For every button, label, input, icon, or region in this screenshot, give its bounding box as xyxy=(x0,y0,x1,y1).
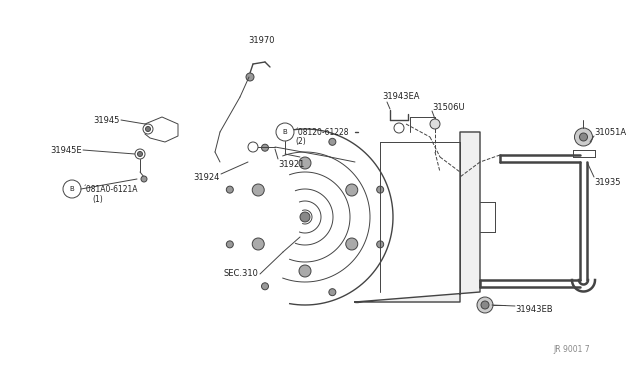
Text: 31506U: 31506U xyxy=(432,103,465,112)
Circle shape xyxy=(135,149,145,159)
Text: 31943EB: 31943EB xyxy=(515,305,552,314)
Text: ´081A0-6121A: ´081A0-6121A xyxy=(83,185,138,193)
Circle shape xyxy=(145,126,150,131)
Circle shape xyxy=(227,186,234,193)
Circle shape xyxy=(329,289,336,296)
Circle shape xyxy=(300,212,310,222)
Text: 31924: 31924 xyxy=(194,173,220,182)
Circle shape xyxy=(377,241,383,248)
Circle shape xyxy=(299,265,311,277)
Circle shape xyxy=(227,241,234,248)
Circle shape xyxy=(346,238,358,250)
Circle shape xyxy=(138,151,143,157)
Polygon shape xyxy=(355,132,480,302)
Circle shape xyxy=(329,138,336,145)
Text: JR 9001 7: JR 9001 7 xyxy=(554,346,590,355)
Text: 31943EA: 31943EA xyxy=(382,92,419,100)
Circle shape xyxy=(477,297,493,313)
Text: 31051A: 31051A xyxy=(594,128,626,137)
Circle shape xyxy=(246,73,254,81)
Text: B: B xyxy=(283,129,287,135)
Circle shape xyxy=(346,184,358,196)
Circle shape xyxy=(430,119,440,129)
Circle shape xyxy=(63,180,81,198)
Circle shape xyxy=(276,123,294,141)
Text: (1): (1) xyxy=(92,195,103,203)
Text: 31935: 31935 xyxy=(594,177,621,186)
Text: 31921: 31921 xyxy=(278,160,305,169)
Circle shape xyxy=(252,184,264,196)
Text: 31970: 31970 xyxy=(249,35,275,45)
Circle shape xyxy=(252,238,264,250)
Text: 31945E: 31945E xyxy=(51,145,82,154)
Circle shape xyxy=(394,123,404,133)
Circle shape xyxy=(579,133,588,141)
Text: (2): (2) xyxy=(295,137,306,145)
Circle shape xyxy=(262,144,269,151)
Text: ´08120-61228: ´08120-61228 xyxy=(295,128,349,137)
Text: SEC.310: SEC.310 xyxy=(223,269,258,279)
Circle shape xyxy=(262,283,269,290)
Circle shape xyxy=(377,186,383,193)
Circle shape xyxy=(143,124,153,134)
Circle shape xyxy=(141,176,147,182)
Text: B: B xyxy=(70,186,74,192)
Text: 31945: 31945 xyxy=(93,115,120,125)
Circle shape xyxy=(299,157,311,169)
Circle shape xyxy=(575,128,593,146)
Circle shape xyxy=(481,301,489,309)
Circle shape xyxy=(248,142,258,152)
